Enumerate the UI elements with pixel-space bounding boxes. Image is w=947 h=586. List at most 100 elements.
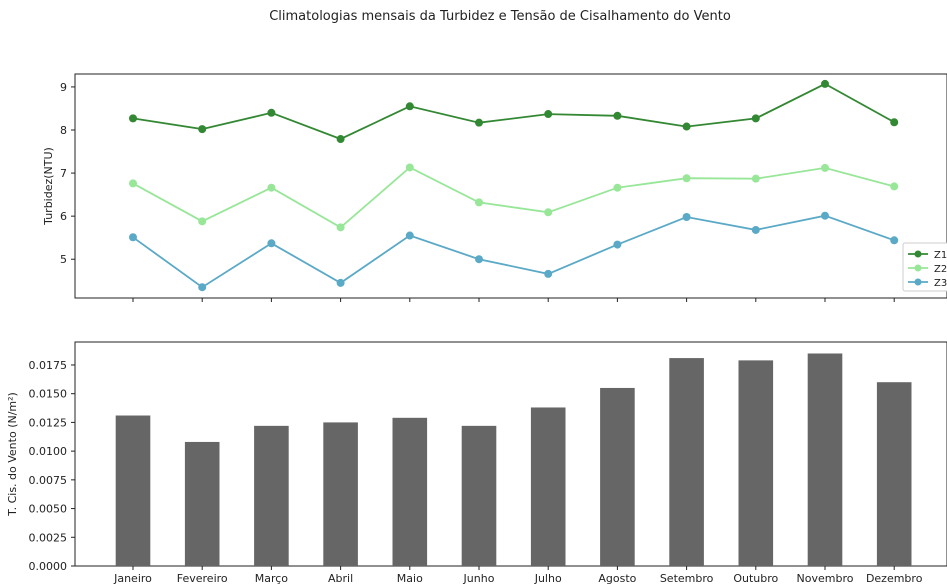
chart-title: Climatologias mensais da Turbidez e Tens…	[269, 9, 731, 24]
data-point-z1	[544, 110, 553, 119]
data-point-z1	[198, 125, 207, 134]
wind-stress-y-tick-label: 0.0125	[29, 416, 68, 429]
legend-marker-z1	[914, 250, 922, 258]
data-point-z3	[613, 240, 622, 249]
turbidity-x-ticks	[132, 298, 895, 302]
x-tick-label-fevereiro: Fevereiro	[177, 572, 228, 585]
wind-stress-bar-panel: T. Cis. do Vento (N/m²) 0.00000.00250.00…	[6, 341, 947, 585]
x-tick-label-maio: Maio	[397, 572, 423, 585]
data-point-z1	[890, 118, 899, 127]
turbidity-series	[129, 79, 899, 292]
data-point-z1	[405, 102, 414, 111]
data-point-z2	[751, 174, 760, 183]
series-z1	[129, 79, 899, 144]
legend-marker-z3	[914, 278, 922, 286]
x-tick-label-junho: Junho	[463, 572, 495, 585]
wind-stress-y-tick-label: 0.0075	[29, 474, 68, 487]
series-z3	[129, 211, 899, 292]
wind-stress-y-tick-label: 0.0025	[29, 531, 68, 544]
bar-marco	[254, 425, 289, 566]
data-point-z3	[267, 239, 276, 248]
data-point-z2	[475, 198, 483, 207]
bar-maio	[392, 417, 428, 566]
x-tick-label-abril: Abril	[328, 572, 353, 585]
x-tick-label-outubro: Outubro	[733, 572, 778, 585]
wind-stress-y-tick-label: 0.0100	[29, 445, 68, 458]
bar-setembro	[669, 358, 704, 566]
series-line-z2	[132, 166, 895, 229]
data-point-z3	[129, 233, 137, 242]
data-point-z1	[751, 114, 760, 123]
data-point-z1	[475, 118, 483, 127]
data-point-z2	[544, 208, 553, 217]
data-point-z2	[267, 183, 276, 192]
data-point-z3	[336, 278, 345, 287]
data-point-z1	[267, 108, 276, 117]
data-point-z2	[682, 174, 691, 183]
wind-stress-plot-frame	[74, 341, 947, 567]
x-tick-label-agosto: Agosto	[598, 572, 636, 585]
x-tick-label-marco: Março	[255, 572, 289, 585]
bar-abril	[323, 422, 358, 566]
wind-stress-y-ticks: 0.0000 0.0025 0.0050 0.0075 0.0100 0.0125 0.01…	[29, 359, 75, 573]
data-point-z2	[821, 163, 829, 172]
bar-fevereiro	[184, 441, 220, 566]
legend-box	[902, 242, 947, 292]
wind-stress-y-tick-label: 0.0050	[29, 503, 68, 516]
data-point-z1	[682, 122, 691, 131]
series-z2	[129, 163, 899, 232]
x-tick-label-janeiro: Janeiro	[113, 572, 152, 585]
wind-stress-y-tick-label: 0.0000	[29, 560, 68, 573]
x-tick-label-julho: Julho	[534, 572, 562, 585]
wind-stress-y-tick-label: 0.0175	[29, 359, 68, 372]
data-point-z3	[544, 269, 553, 278]
data-point-z1	[336, 135, 345, 144]
data-point-z3	[682, 213, 691, 222]
data-point-z3	[890, 236, 899, 245]
turbidity-y-tick-label: 9	[60, 81, 67, 94]
data-point-z3	[751, 225, 760, 234]
wind-stress-x-ticks: Janeiro Fevereiro Março Abril Maio Junho Julho…	[113, 566, 923, 585]
bar-outubro	[738, 360, 774, 566]
turbidity-y-tick-label: 6	[60, 210, 67, 223]
data-point-z2	[613, 183, 622, 192]
data-point-z2	[405, 163, 414, 172]
series-line-z1	[132, 82, 895, 140]
turbidity-line-panel: Turbidez(NTU) 5 6 7 8 9 Z1 Z2 Z3	[42, 73, 947, 302]
data-point-z3	[821, 211, 829, 220]
turbidity-y-tick-label: 5	[60, 253, 67, 266]
wind-stress-y-tick-label: 0.0150	[29, 388, 68, 401]
data-point-z3	[198, 283, 207, 292]
data-point-z1	[821, 79, 829, 88]
turbidity-y-axis-label: Turbidez(NTU)	[42, 147, 55, 226]
x-tick-label-dezembro: Dezembro	[866, 572, 923, 585]
bar-janeiro	[115, 415, 151, 566]
data-point-z3	[405, 231, 414, 240]
bar-dezembro	[876, 382, 912, 566]
turbidity-y-tick-label: 8	[60, 124, 67, 137]
data-point-z2	[129, 179, 137, 188]
data-point-z1	[613, 111, 622, 120]
data-point-z2	[198, 217, 207, 226]
wind-stress-y-axis-label: T. Cis. do Vento (N/m²)	[6, 392, 19, 517]
x-tick-label-setembro: Setembro	[660, 572, 714, 585]
turbidity-y-tick-label: 7	[60, 167, 67, 180]
series-line-z3	[132, 214, 895, 289]
legend-label-z3: Z3	[934, 278, 947, 289]
data-point-z2	[890, 182, 899, 191]
legend-marker-z2	[914, 264, 922, 272]
wind-stress-bars	[115, 353, 912, 566]
bar-junho	[461, 425, 497, 566]
data-point-z1	[129, 114, 137, 123]
bar-julho	[530, 407, 566, 566]
turbidity-plot-frame	[74, 73, 947, 299]
turbidity-y-ticks: 5 6 7 8 9	[60, 81, 75, 266]
data-point-z2	[336, 223, 345, 232]
bar-novembro	[807, 353, 843, 566]
legend: Z1 Z2 Z3	[902, 242, 947, 292]
data-point-z3	[475, 255, 483, 264]
legend-label-z1: Z1	[934, 250, 947, 261]
legend-label-z2: Z2	[934, 264, 947, 275]
x-tick-label-novembro: Novembro	[797, 572, 854, 585]
